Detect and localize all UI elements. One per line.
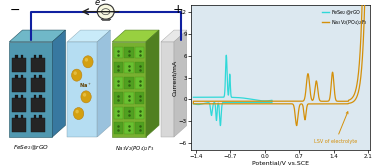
Polygon shape (146, 30, 159, 137)
Polygon shape (20, 115, 23, 118)
Polygon shape (15, 115, 18, 118)
Polygon shape (114, 77, 123, 89)
Polygon shape (9, 42, 53, 137)
Polygon shape (12, 58, 26, 72)
Ellipse shape (81, 91, 91, 103)
Polygon shape (97, 30, 110, 137)
Polygon shape (135, 62, 144, 73)
Polygon shape (112, 42, 146, 137)
Polygon shape (9, 30, 65, 42)
X-axis label: Potential/V vs.SCE: Potential/V vs.SCE (252, 161, 309, 166)
Polygon shape (67, 30, 110, 42)
Polygon shape (15, 55, 18, 58)
Polygon shape (114, 92, 123, 104)
Polygon shape (34, 115, 37, 118)
Polygon shape (135, 77, 144, 89)
Text: Na$^+$: Na$^+$ (79, 81, 91, 91)
Text: $+$: $+$ (172, 3, 183, 16)
Polygon shape (124, 92, 134, 104)
Y-axis label: Current/mA: Current/mA (172, 59, 177, 96)
Polygon shape (31, 58, 45, 72)
Polygon shape (15, 95, 18, 98)
Polygon shape (20, 55, 23, 58)
Ellipse shape (85, 58, 88, 62)
Ellipse shape (83, 56, 93, 68)
Polygon shape (39, 75, 42, 78)
Polygon shape (34, 55, 37, 58)
Legend: FeSe$_2$@rGO, Na$_3$V$_2$(PO$_4$)$_2$F$_3$: FeSe$_2$@rGO, Na$_3$V$_2$(PO$_4$)$_2$F$_… (322, 8, 368, 28)
Polygon shape (124, 62, 134, 73)
Polygon shape (135, 122, 144, 134)
Polygon shape (67, 42, 97, 137)
Ellipse shape (75, 110, 79, 113)
Polygon shape (20, 95, 23, 98)
Polygon shape (34, 95, 37, 98)
Polygon shape (161, 30, 187, 42)
Polygon shape (114, 122, 123, 134)
Circle shape (97, 4, 114, 19)
Text: $-$: $-$ (9, 3, 20, 16)
Ellipse shape (74, 71, 77, 75)
Polygon shape (31, 78, 45, 92)
Polygon shape (124, 107, 134, 119)
Polygon shape (12, 78, 26, 92)
Text: $e^-$: $e^-$ (94, 0, 107, 8)
Polygon shape (124, 77, 134, 89)
Polygon shape (135, 107, 144, 119)
Polygon shape (39, 55, 42, 58)
Polygon shape (114, 107, 123, 119)
Text: LSV of electrolyte: LSV of electrolyte (314, 112, 357, 144)
Polygon shape (20, 75, 23, 78)
Polygon shape (39, 95, 42, 98)
Polygon shape (161, 42, 174, 137)
Polygon shape (12, 118, 26, 132)
Polygon shape (135, 92, 144, 104)
Ellipse shape (73, 108, 84, 120)
Ellipse shape (83, 93, 86, 97)
Polygon shape (114, 62, 123, 73)
Polygon shape (53, 30, 65, 137)
Polygon shape (112, 30, 159, 42)
Polygon shape (124, 47, 134, 58)
Polygon shape (114, 47, 123, 58)
Ellipse shape (71, 69, 82, 81)
Polygon shape (174, 30, 187, 137)
Text: $\it{FeSe_2@rGO}$: $\it{FeSe_2@rGO}$ (13, 144, 49, 152)
Polygon shape (124, 122, 134, 134)
Text: $\it{Na_3V_2(PO_4)_2F_3}$: $\it{Na_3V_2(PO_4)_2F_3}$ (115, 144, 154, 153)
Polygon shape (31, 118, 45, 132)
Polygon shape (31, 98, 45, 112)
Polygon shape (34, 75, 37, 78)
Polygon shape (15, 75, 18, 78)
Polygon shape (12, 98, 26, 112)
Polygon shape (135, 47, 144, 58)
Polygon shape (39, 115, 42, 118)
